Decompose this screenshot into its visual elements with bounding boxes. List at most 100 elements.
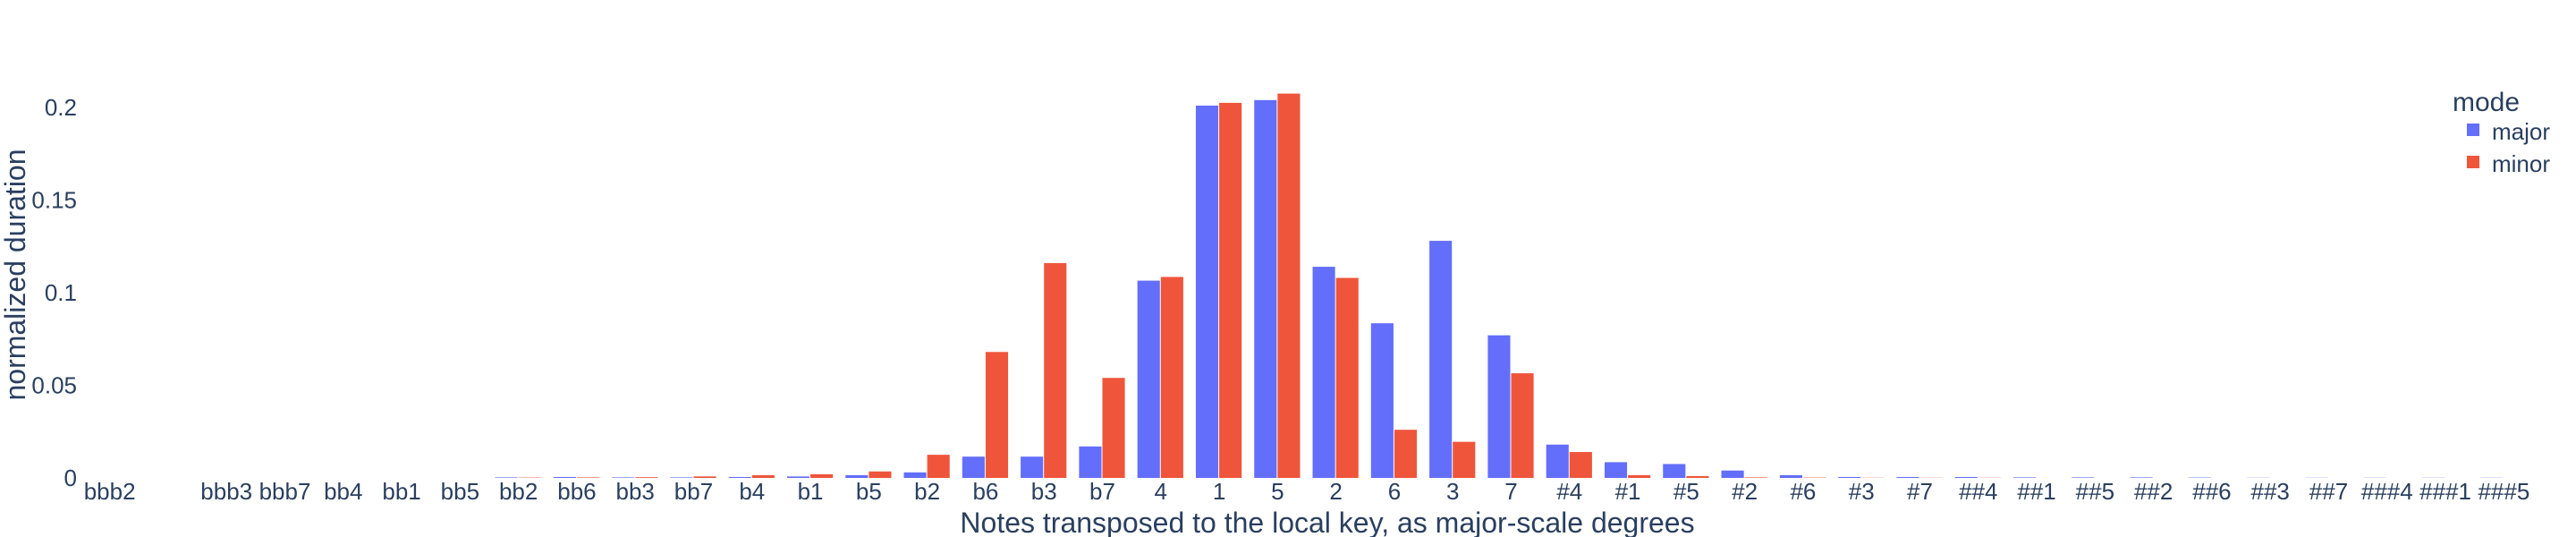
bar-minor-16[interactable] xyxy=(1044,262,1067,478)
bar-minor-23[interactable] xyxy=(1453,441,1476,478)
bar-major-10[interactable] xyxy=(670,477,693,478)
bar-major-22[interactable] xyxy=(1370,323,1394,478)
bar-major-11[interactable] xyxy=(728,476,751,478)
x-tick-label: #3 xyxy=(1849,478,1875,505)
bar-major-18[interactable] xyxy=(1137,280,1160,478)
legend-title: mode xyxy=(2453,88,2520,117)
y-tick-label: 0.05 xyxy=(31,372,77,399)
x-tick-label: ##5 xyxy=(2076,478,2114,505)
x-tick-label: bb2 xyxy=(499,478,538,505)
bar-major-20[interactable] xyxy=(1254,99,1277,478)
bar-major-9[interactable] xyxy=(612,477,635,478)
bar-major-25[interactable] xyxy=(1546,444,1569,478)
x-tick-label: 5 xyxy=(1271,478,1284,505)
bar-minor-11[interactable] xyxy=(751,474,775,478)
bar-minor-19[interactable] xyxy=(1219,102,1242,478)
x-tick-label: b4 xyxy=(739,478,765,505)
bar-minor-21[interactable] xyxy=(1335,277,1359,478)
legend-label-minor: minor xyxy=(2492,150,2550,177)
bar-minor-18[interactable] xyxy=(1160,277,1183,478)
x-tick-label: 6 xyxy=(1388,478,1401,505)
x-tick-label: 1 xyxy=(1213,478,1225,505)
x-tick-label: #1 xyxy=(1615,478,1641,505)
x-tick-label: 2 xyxy=(1329,478,1342,505)
x-tick-label: bb7 xyxy=(674,478,713,505)
bar-major-13[interactable] xyxy=(845,474,869,478)
x-tick-label: 7 xyxy=(1504,478,1517,505)
x-tick-label: #6 xyxy=(1790,478,1816,505)
bar-minor-26[interactable] xyxy=(1628,474,1651,478)
bar-major-31[interactable] xyxy=(1896,476,1919,478)
bar-major-29[interactable] xyxy=(1779,474,1802,478)
bar-major-27[interactable] xyxy=(1663,464,1686,478)
bar-minor-8[interactable] xyxy=(576,477,600,478)
bar-major-17[interactable] xyxy=(1079,446,1102,478)
x-tick-label: b5 xyxy=(856,478,882,505)
bars-layer xyxy=(495,93,2504,479)
legend-swatch-major xyxy=(2467,124,2479,136)
bar-major-15[interactable] xyxy=(962,456,985,478)
bar-major-12[interactable] xyxy=(786,476,810,478)
bar-minor-24[interactable] xyxy=(1511,373,1534,478)
bar-major-24[interactable] xyxy=(1487,335,1511,478)
x-tick-label: 3 xyxy=(1446,478,1459,505)
x-tick-label: ###5 xyxy=(2478,478,2529,505)
x-tick-label: ##6 xyxy=(2192,478,2231,505)
legend-swatch-minor xyxy=(2467,156,2479,168)
bar-minor-17[interactable] xyxy=(1102,378,1125,478)
bar-major-35[interactable] xyxy=(2130,477,2153,478)
bar-minor-20[interactable] xyxy=(1277,93,1301,478)
bar-major-30[interactable] xyxy=(1838,476,1861,478)
y-axis: 0 0.05 0.1 0.15 0.2 xyxy=(31,94,77,491)
x-tick-label: bb4 xyxy=(324,478,362,505)
bar-major-34[interactable] xyxy=(2072,477,2095,478)
bar-major-28[interactable] xyxy=(1721,470,1744,478)
bar-minor-13[interactable] xyxy=(869,471,892,478)
bar-minor-10[interactable] xyxy=(693,476,716,478)
x-tick-label: bbb7 xyxy=(259,478,311,505)
legend: mode major minor xyxy=(2453,88,2550,177)
legend-item-major[interactable]: major xyxy=(2467,118,2550,145)
legend-label-major: major xyxy=(2492,118,2550,145)
x-tick-label: b7 xyxy=(1089,478,1115,505)
bar-major-33[interactable] xyxy=(2012,477,2037,478)
bar-major-26[interactable] xyxy=(1604,462,1628,478)
bar-minor-14[interactable] xyxy=(927,455,950,478)
x-tick-label: b1 xyxy=(798,478,824,505)
bar-minor-25[interactable] xyxy=(1569,452,1592,478)
y-axis-title: normalized duration xyxy=(0,149,31,400)
bar-major-7[interactable] xyxy=(495,477,518,478)
bar-minor-9[interactable] xyxy=(635,477,658,478)
legend-item-minor[interactable]: minor xyxy=(2467,150,2550,177)
bar-major-19[interactable] xyxy=(1195,106,1219,479)
bar-major-14[interactable] xyxy=(903,472,927,478)
x-tick-label: #7 xyxy=(1907,478,1933,505)
bar-minor-28[interactable] xyxy=(1744,477,1767,478)
x-tick-label: ##2 xyxy=(2134,478,2173,505)
y-tick-label: 0.2 xyxy=(45,94,77,121)
bar-major-23[interactable] xyxy=(1429,241,1453,478)
x-tick-label: b2 xyxy=(914,478,940,505)
bar-minor-27[interactable] xyxy=(1686,475,1709,478)
bar-major-21[interactable] xyxy=(1312,267,1335,478)
x-tick-label: b6 xyxy=(972,478,998,505)
bar-minor-12[interactable] xyxy=(810,473,834,478)
bar-major-8[interactable] xyxy=(553,476,576,478)
x-tick-label: b3 xyxy=(1031,478,1057,505)
y-tick-label: 0.15 xyxy=(31,187,77,214)
bar-minor-15[interactable] xyxy=(985,352,1009,478)
x-tick-label: ###4 xyxy=(2361,478,2413,505)
x-tick-label: ##3 xyxy=(2251,478,2290,505)
x-tick-label: bbb2 xyxy=(84,478,136,505)
x-tick-label: bbb3 xyxy=(200,478,252,505)
bar-minor-22[interactable] xyxy=(1394,430,1418,478)
x-tick-label: ##4 xyxy=(1959,478,1997,505)
x-tick-label: 4 xyxy=(1155,478,1167,505)
bar-major-32[interactable] xyxy=(1954,476,1978,478)
bar-major-16[interactable] xyxy=(1021,456,1044,478)
x-tick-label: #2 xyxy=(1732,478,1758,505)
x-tick-label: ##1 xyxy=(2017,478,2055,505)
x-tick-label: ##7 xyxy=(2309,478,2348,505)
